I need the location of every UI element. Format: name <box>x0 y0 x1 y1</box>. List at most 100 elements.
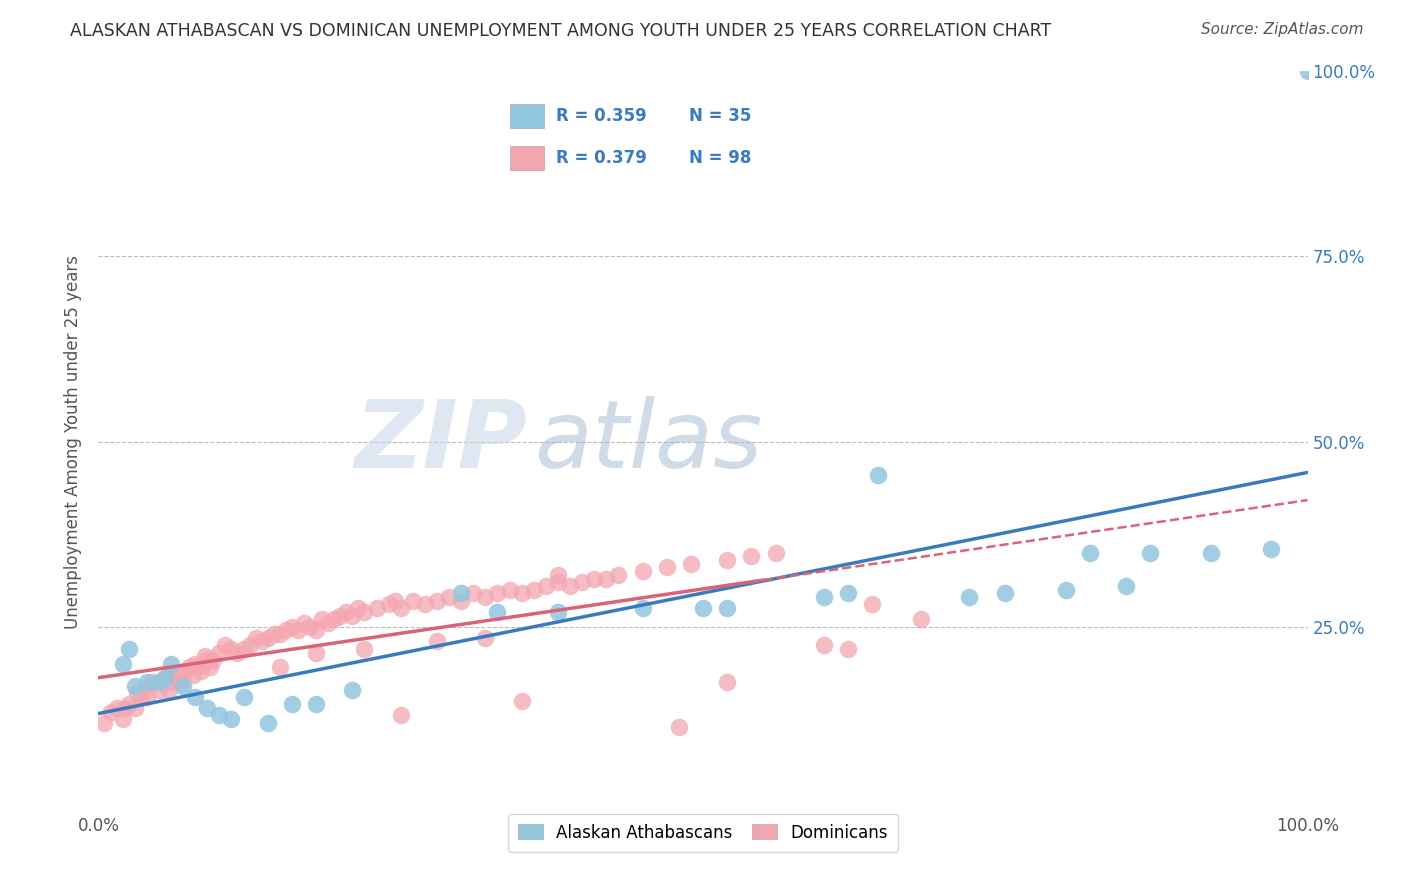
Point <box>287 624 309 638</box>
Point <box>190 664 212 678</box>
Text: Source: ZipAtlas.com: Source: ZipAtlas.com <box>1201 22 1364 37</box>
Point <box>135 675 157 690</box>
Point <box>631 564 654 578</box>
Point <box>860 598 883 612</box>
Point <box>311 612 333 626</box>
Point <box>281 619 304 633</box>
Point <box>179 660 201 674</box>
Point <box>1054 582 1077 597</box>
Point <box>256 715 278 730</box>
Text: ALASKAN ATHABASCAN VS DOMINICAN UNEMPLOYMENT AMONG YOUTH UNDER 25 YEARS CORRELAT: ALASKAN ATHABASCAN VS DOMINICAN UNEMPLOY… <box>70 22 1052 40</box>
Text: atlas: atlas <box>534 396 762 487</box>
Point <box>510 586 533 600</box>
Point <box>127 686 149 700</box>
Point <box>239 638 262 652</box>
Point <box>129 690 152 704</box>
Y-axis label: Unemployment Among Youth under 25 years: Unemployment Among Youth under 25 years <box>65 254 83 629</box>
Point <box>716 601 738 615</box>
Point <box>837 586 859 600</box>
Point <box>150 675 173 690</box>
Point <box>498 582 520 597</box>
Point <box>221 712 243 726</box>
Point <box>256 631 278 645</box>
Point <box>269 627 291 641</box>
Point <box>474 590 496 604</box>
Point <box>547 575 569 590</box>
Point <box>353 641 375 656</box>
Point <box>93 715 115 730</box>
Point <box>111 712 134 726</box>
Point <box>384 593 406 607</box>
Point <box>105 701 128 715</box>
Point <box>868 467 890 482</box>
Point <box>1199 546 1222 560</box>
Point <box>353 605 375 619</box>
Point <box>547 567 569 582</box>
Point <box>813 590 835 604</box>
Point <box>274 624 297 638</box>
Point <box>232 641 254 656</box>
Point <box>837 641 859 656</box>
Point <box>281 698 304 712</box>
Point <box>250 634 273 648</box>
Point <box>208 646 231 660</box>
Point <box>160 657 183 671</box>
Point <box>214 638 236 652</box>
Point <box>426 593 449 607</box>
Point <box>347 601 370 615</box>
Point <box>1260 541 1282 556</box>
Point <box>765 546 787 560</box>
Point <box>153 672 176 686</box>
Point <box>138 679 160 693</box>
Point <box>813 638 835 652</box>
Point <box>957 590 980 604</box>
Point <box>426 634 449 648</box>
Point <box>232 690 254 704</box>
Point <box>181 667 204 681</box>
Point <box>195 701 218 715</box>
Point <box>437 590 460 604</box>
Point <box>558 579 581 593</box>
Point <box>100 705 122 719</box>
Point <box>523 582 546 597</box>
Point <box>1115 579 1137 593</box>
Point <box>450 593 472 607</box>
Point <box>157 682 180 697</box>
Point <box>172 667 194 681</box>
Point <box>166 672 188 686</box>
Point <box>172 679 194 693</box>
Point <box>305 646 328 660</box>
Point <box>299 619 322 633</box>
Point <box>1139 546 1161 560</box>
Point <box>194 649 217 664</box>
Point <box>692 601 714 615</box>
Point <box>124 679 146 693</box>
Point <box>305 624 328 638</box>
Point <box>583 572 606 586</box>
Legend: Alaskan Athabascans, Dominicans: Alaskan Athabascans, Dominicans <box>508 814 898 852</box>
Point <box>245 631 267 645</box>
Point <box>486 605 509 619</box>
Point <box>198 660 221 674</box>
Point <box>910 612 932 626</box>
Point <box>377 598 399 612</box>
Point <box>510 694 533 708</box>
Point <box>547 605 569 619</box>
Text: ZIP: ZIP <box>354 395 527 488</box>
Point <box>571 575 593 590</box>
Point <box>389 708 412 723</box>
Point <box>342 682 364 697</box>
Point <box>994 586 1017 600</box>
Point <box>716 675 738 690</box>
Point <box>184 690 207 704</box>
Point <box>118 641 141 656</box>
Point <box>263 627 285 641</box>
Point <box>389 601 412 615</box>
Point <box>111 657 134 671</box>
Point <box>668 720 690 734</box>
Point <box>342 608 364 623</box>
Point <box>486 586 509 600</box>
Point <box>135 690 157 704</box>
Point <box>118 698 141 712</box>
Point <box>208 708 231 723</box>
